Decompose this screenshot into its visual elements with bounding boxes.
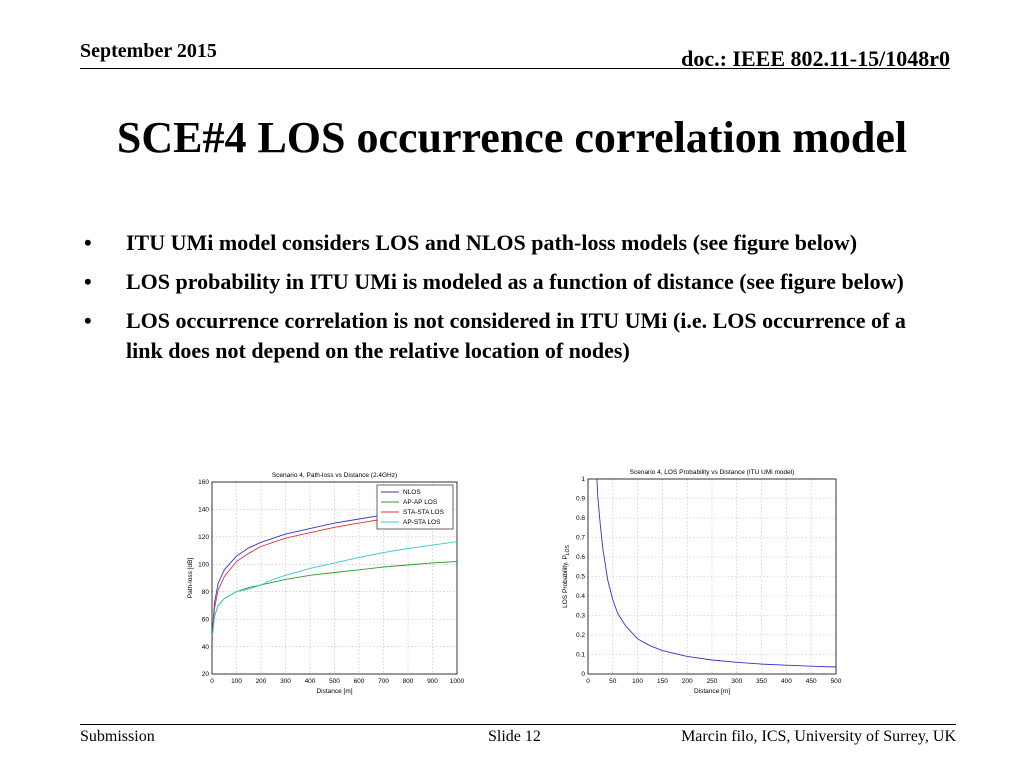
y-tick-label: 1	[581, 476, 585, 483]
y-tick-label: 0.2	[576, 632, 585, 639]
series-line	[211, 514, 384, 638]
x-tick-label: 100	[231, 678, 242, 685]
y-axis-label-subscript: LOS	[565, 545, 571, 556]
bullet-text: LOS occurrence correlation is not consid…	[126, 308, 906, 363]
pathloss-chart: 0 100 200 300 400 500 600 700 800 900 1000 20 40 60 80…	[180, 463, 470, 698]
chart-title: Scenario 4, Path-loss vs Distance (2.4GH…	[272, 472, 397, 479]
plot-frame	[587, 478, 837, 675]
y-axis-label: Path-loss [dB]	[187, 558, 194, 599]
x-tick-label: 500	[329, 678, 340, 685]
x-tick-label: 800	[403, 678, 414, 685]
x-tick-label: 600	[354, 678, 365, 685]
x-tick-label: 0	[210, 678, 214, 685]
x-tick-label: 1000	[450, 678, 465, 685]
bullet-item: • LOS probability in ITU UMi is modeled a…	[82, 267, 912, 297]
header-doc-id: doc.: IEEE 802.11-15/1048r0	[681, 46, 950, 71]
footer-slide-number: Slide 12	[488, 728, 541, 745]
header-date: September 2015	[80, 40, 217, 62]
bullet-text: ITU UMi model considers LOS and NLOS pat…	[126, 230, 858, 255]
y-tick-label: 140	[198, 507, 209, 514]
y-tick-label: 0.7	[576, 535, 585, 542]
y-tick-label: 40	[202, 644, 210, 651]
footer-divider	[80, 724, 956, 725]
y-tick-label: 0.5	[576, 574, 585, 581]
series-line	[211, 541, 458, 638]
bullet-item: • ITU UMi model considers LOS and NLOS pa…	[82, 228, 912, 258]
y-tick-label: 0.3	[576, 613, 585, 620]
bullet-item: • LOS occurrence correlation is not consi…	[82, 306, 912, 366]
x-tick-label: 100	[632, 678, 643, 685]
y-tick-label: 0	[581, 671, 585, 678]
series-line	[596, 478, 837, 668]
x-tick-label: 150	[657, 678, 668, 685]
bullet-list: • ITU UMi model considers LOS and NLOS pa…	[82, 228, 912, 375]
y-tick-label: 60	[202, 616, 210, 623]
x-tick-label: 0	[586, 678, 590, 685]
legend-entry: NLOS	[403, 489, 421, 496]
bullet-dot-icon: •	[84, 308, 92, 333]
chart-title: Scenario 4, LOS Probability vs Distance …	[630, 469, 795, 476]
footer-submission: Submission	[80, 728, 155, 745]
x-axis-label: Distance [m]	[316, 688, 352, 695]
x-tick-label: 200	[256, 678, 267, 685]
pathloss-chart-svg: 0 100 200 300 400 500 600 700 800 900 1000 20 40 60 80…	[187, 472, 465, 695]
bullet-dot-icon: •	[84, 269, 92, 294]
x-tick-label: 700	[378, 678, 389, 685]
y-tick-label: 20	[202, 671, 210, 678]
slide-title: SCE#4 LOS occurrence correlation model	[116, 113, 908, 162]
y-tick-label: 100	[198, 561, 209, 568]
bullet-text: LOS probability in ITU UMi is modeled as…	[126, 269, 904, 294]
x-tick-label: 350	[756, 678, 767, 685]
header-divider	[80, 68, 950, 69]
x-tick-label: 200	[682, 678, 693, 685]
legend-entry: STA-STA LOS	[403, 509, 445, 516]
x-tick-label: 400	[305, 678, 316, 685]
y-tick-label: 120	[198, 534, 209, 541]
x-tick-label: 250	[707, 678, 718, 685]
los-probability-chart-svg: 0 50 100 150 200 250 300 350 400 450 500 0 0.1 0.2 0.3…	[562, 469, 842, 695]
y-tick-label: 160	[198, 479, 209, 486]
bullet-dot-icon: •	[84, 230, 92, 255]
x-tick-label: 300	[731, 678, 742, 685]
los-probability-chart: 0 50 100 150 200 250 300 350 400 450 500 0 0.1 0.2 0.3…	[555, 463, 850, 698]
x-tick-label: 400	[781, 678, 792, 685]
y-tick-label: 0.9	[576, 496, 585, 503]
chart-legend: NLOS AP-AP LOS STA-STA LOS AP-STA LOS	[376, 484, 454, 530]
x-tick-label: 300	[280, 678, 291, 685]
x-tick-label: 900	[427, 678, 438, 685]
footer-author: Marcin filo, ICS, University of Surrey, …	[681, 728, 956, 745]
y-tick-label: 80	[202, 589, 210, 596]
y-tick-label: 0.4	[576, 593, 585, 600]
x-tick-label: 50	[609, 678, 617, 685]
x-tick-label: 450	[806, 678, 817, 685]
legend-entry: AP-AP LOS	[403, 499, 438, 506]
y-tick-label: 0.8	[576, 515, 585, 522]
legend-entry: AP-STA LOS	[403, 519, 441, 526]
y-tick-label: 0.6	[576, 554, 585, 561]
plot-frame	[211, 481, 458, 675]
y-axis-label: LOS Probability, PLOS	[562, 545, 571, 608]
x-axis-label: Distance [m]	[694, 688, 730, 695]
series-line	[211, 518, 384, 642]
x-tick-label: 500	[831, 678, 842, 685]
y-tick-label: 0.1	[576, 652, 585, 659]
